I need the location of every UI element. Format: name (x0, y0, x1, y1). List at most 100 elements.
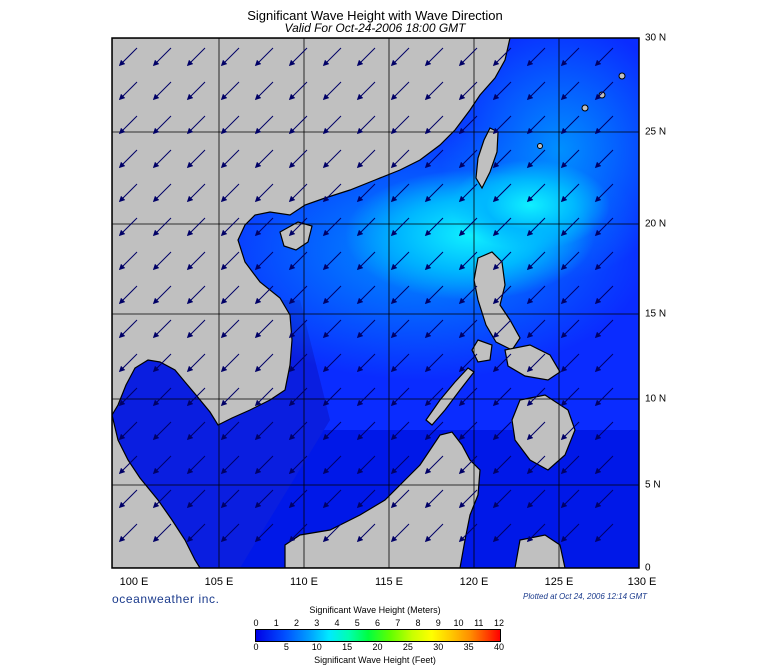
feet-tick: 0 (253, 642, 259, 652)
colorbar (255, 629, 501, 642)
wave-arrow (152, 183, 172, 203)
wave-arrow (254, 523, 274, 543)
wave-arrow (526, 183, 546, 203)
wave-arrow (220, 115, 240, 135)
lat-label-20: 20 N (645, 218, 667, 230)
wave-arrow (288, 115, 308, 135)
wave-arrow (390, 285, 410, 305)
wave-arrow (458, 353, 478, 373)
wave-arrow (526, 81, 546, 101)
wave-arrow (118, 217, 138, 237)
land-taiwan (475, 127, 499, 190)
wave-arrow (390, 421, 410, 441)
wave-arrow (424, 285, 444, 305)
wave-arrow (492, 47, 512, 67)
wave-arrow (492, 387, 512, 407)
wave-arrow (424, 387, 444, 407)
wave-arrow (492, 149, 512, 169)
wave-arrow (356, 319, 376, 339)
wave-arrow (254, 115, 274, 135)
wave-arrow (322, 319, 342, 339)
wave-arrow (118, 455, 138, 475)
wave-arrow (526, 115, 546, 135)
wave-arrow (322, 251, 342, 271)
lon-label-125: 125 E (544, 576, 574, 588)
wave-arrow (356, 489, 376, 509)
wave-arrow (560, 251, 580, 271)
lon-label-100: 100 E (119, 576, 149, 588)
wave-arrow (186, 455, 206, 475)
wave-arrow (390, 489, 410, 509)
meter-tick: 0 (253, 618, 259, 628)
wave-arrow (220, 455, 240, 475)
land-palawan (425, 367, 475, 426)
wave-arrow (594, 81, 614, 101)
wave-arrow (322, 149, 342, 169)
wave-arrow (560, 489, 580, 509)
wave-arrow (152, 387, 172, 407)
wave-arrow (594, 387, 614, 407)
wave-arrow (288, 455, 308, 475)
meter-tick: 3 (314, 618, 320, 628)
lon-label-130: 130 E (627, 576, 657, 588)
wave-arrow (458, 183, 478, 203)
meter-tick: 10 (453, 618, 464, 628)
wave-arrow (118, 319, 138, 339)
wave-arrow (492, 489, 512, 509)
wave-arrow (322, 455, 342, 475)
wave-arrow (322, 285, 342, 305)
meter-tick: 1 (273, 618, 279, 628)
wave-arrow (186, 523, 206, 543)
wave-arrow (526, 251, 546, 271)
feet-tick: 35 (463, 642, 474, 652)
wave-arrow (424, 115, 444, 135)
wave-arrow (254, 81, 274, 101)
wave-arrow (288, 353, 308, 373)
lat-lon-grid (112, 38, 639, 568)
wave-arrow (458, 387, 478, 407)
wave-arrow (288, 421, 308, 441)
wave-arrow (526, 319, 546, 339)
map-frame (111, 37, 640, 569)
wave-arrow (186, 183, 206, 203)
wave-arrow (322, 353, 342, 373)
wave-arrow (424, 217, 444, 237)
wave-arrow (458, 47, 478, 67)
feet-tick: 20 (372, 642, 383, 652)
wave-arrow (390, 251, 410, 271)
wave-arrow (492, 217, 512, 237)
wave-arrow (492, 81, 512, 101)
wave-arrow (560, 81, 580, 101)
wave-arrow (356, 183, 376, 203)
wave-arrow (356, 285, 376, 305)
wave-arrow (390, 353, 410, 373)
wave-arrow (594, 421, 614, 441)
wave-arrow (322, 115, 342, 135)
wave-arrow (186, 47, 206, 67)
wave-arrow (152, 489, 172, 509)
wave-arrow (118, 489, 138, 509)
wave-arrow (526, 149, 546, 169)
wave-arrow (492, 115, 512, 135)
wave-arrow (356, 217, 376, 237)
wave-arrow (288, 149, 308, 169)
wave-arrow (118, 353, 138, 373)
feet-tick: 5 (283, 642, 289, 652)
wave-arrow (254, 353, 274, 373)
wave-arrow (424, 489, 444, 509)
wave-arrow (322, 47, 342, 67)
wave-arrow (560, 319, 580, 339)
wave-arrow (526, 523, 546, 543)
wave-arrow (560, 387, 580, 407)
wave-arrow (152, 217, 172, 237)
wave-arrow (152, 319, 172, 339)
wave-arrow (594, 149, 614, 169)
wave-arrow (118, 149, 138, 169)
wave-arrow (288, 251, 308, 271)
wave-arrow (390, 319, 410, 339)
wave-arrow (594, 353, 614, 373)
wave-arrow (390, 115, 410, 135)
wave-arrow (118, 81, 138, 101)
plotted-at-label: Plotted at Oct 24, 2006 12:14 GMT (523, 592, 648, 601)
meter-tick: 4 (334, 618, 340, 628)
